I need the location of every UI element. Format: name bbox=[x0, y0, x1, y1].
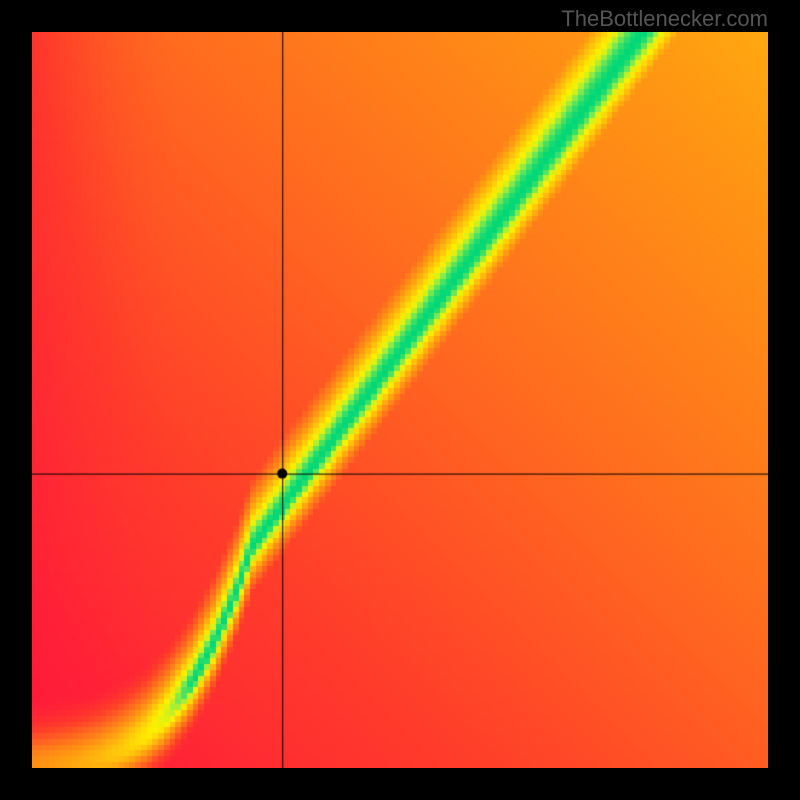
bottleneck-heatmap bbox=[32, 32, 768, 768]
watermark-text: TheBottlenecker.com bbox=[561, 6, 768, 32]
chart-stage: TheBottlenecker.com bbox=[0, 0, 800, 800]
